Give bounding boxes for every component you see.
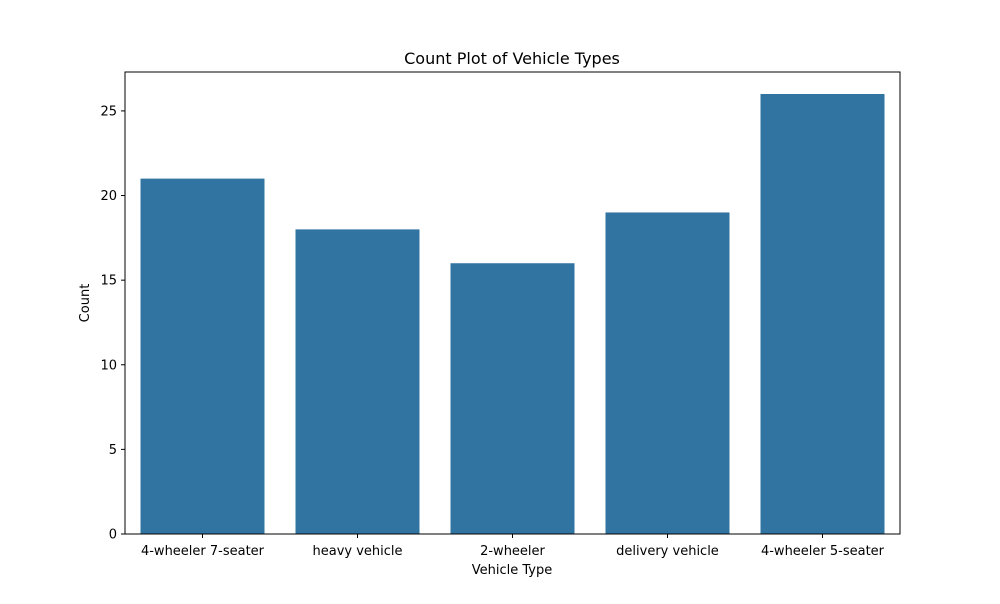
y-axis-label: Count <box>78 284 93 323</box>
y-tick-label-3: 15 <box>100 274 117 289</box>
y-tick-label-0: 0 <box>109 528 117 543</box>
bar-3 <box>605 212 730 534</box>
x-tick-label-2: 2-wheeler <box>480 544 545 559</box>
bar-4 <box>760 94 885 534</box>
chart-title: Count Plot of Vehicle Types <box>404 49 620 68</box>
y-tick-label-2: 10 <box>100 358 117 373</box>
bars-group <box>140 94 885 534</box>
x-axis-ticks: 4-wheeler 7-seater heavy vehicle 2-wheeler… <box>141 534 885 559</box>
x-tick-label-0: 4-wheeler 7-seater <box>141 544 265 559</box>
plot-frame <box>124 71 901 535</box>
y-tick-label-1: 5 <box>109 443 117 458</box>
bar-0 <box>140 178 265 534</box>
x-tick-label-4: 4-wheeler 5-seater <box>761 544 885 559</box>
y-tick-label-5: 25 <box>100 104 117 119</box>
x-axis-label: Vehicle Type <box>472 563 552 578</box>
bar-1 <box>295 229 420 534</box>
x-tick-label-1: heavy vehicle <box>312 544 402 559</box>
bar-2 <box>450 263 575 534</box>
x-tick-label-3: delivery vehicle <box>616 544 719 559</box>
y-tick-label-4: 20 <box>100 189 117 204</box>
y-axis-ticks: 0 5 10 15 20 25 <box>100 104 125 543</box>
